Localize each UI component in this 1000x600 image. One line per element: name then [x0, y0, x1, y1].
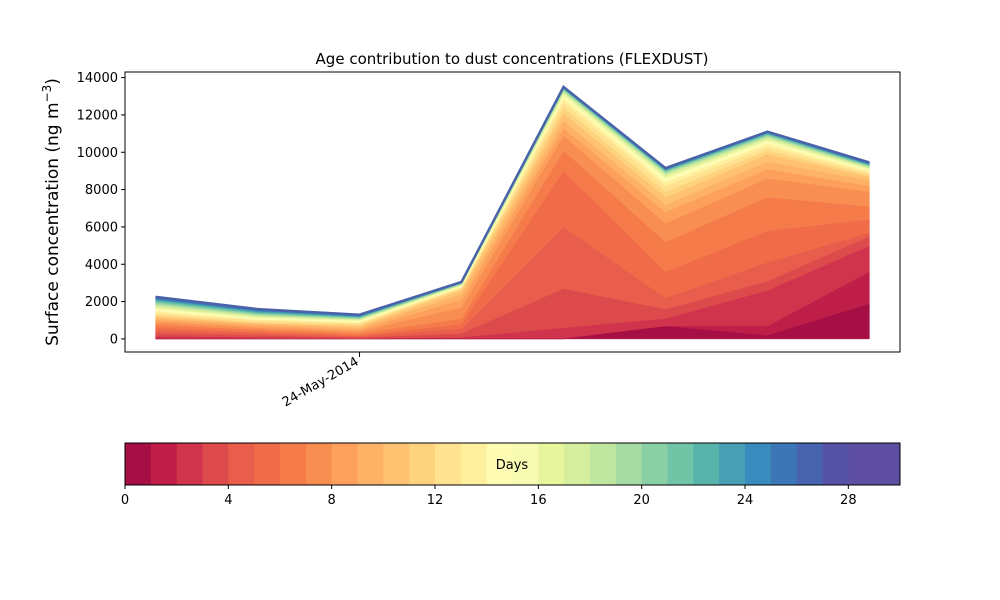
colorbar-cell-1 [150, 443, 178, 485]
colorbar-tick-label: 24 [737, 493, 754, 508]
colorbar-cell-24 [745, 443, 772, 485]
y-tick-label: 4000 [85, 258, 118, 273]
y-tick-label: 6000 [85, 220, 118, 235]
colorbar-cell-8 [331, 443, 358, 485]
colorbar-cell-22 [693, 443, 720, 485]
colorbar-cell-21 [667, 443, 694, 485]
colorbar-cell-13 [460, 443, 488, 485]
colorbar-cell-14 [486, 443, 513, 485]
colorbar-cell-18 [590, 443, 617, 485]
colorbar-cell-19 [615, 443, 643, 485]
y-tick-label: 2000 [85, 295, 118, 310]
colorbar-cell-20 [641, 443, 668, 485]
colorbar-cell-15 [512, 443, 539, 485]
colorbar-tick-label: 4 [224, 493, 232, 508]
colorbar: Days 0 4 8 12 16 20 24 28 [121, 442, 901, 508]
colorbar-cells [125, 443, 901, 485]
colorbar-cell-16 [538, 443, 565, 485]
colorbar-tick-label: 8 [328, 493, 336, 508]
colorbar-cell-3 [202, 443, 229, 485]
colorbar-label: Days [496, 458, 529, 473]
colorbar-cell-2 [176, 443, 203, 485]
colorbar-tick-label: 28 [840, 493, 857, 508]
colorbar-cell-26 [796, 443, 823, 485]
y-axis-label-superscript: −3 [40, 85, 54, 103]
y-tick-label: 14000 [77, 71, 118, 86]
colorbar-cell-28 [848, 443, 875, 485]
y-axis: 0 2000 4000 6000 8000 10000 12000 14000 [77, 71, 125, 347]
colorbar-tick-label: 20 [633, 493, 650, 508]
colorbar-cell-12 [435, 443, 462, 485]
colorbar-cell-27 [822, 443, 849, 485]
area-bands [155, 86, 870, 340]
colorbar-cell-0 [125, 443, 152, 485]
colorbar-frame [124, 442, 901, 486]
y-axis-label-close: ) [43, 78, 63, 85]
colorbar-tick-label: 0 [121, 493, 129, 508]
total-line [155, 84, 870, 316]
y-axis-label-text: Surface concentration (ng m [43, 102, 63, 345]
svg-text:Surface concentration (ng m−3): Surface concentration (ng m−3) [40, 78, 63, 346]
colorbar-cell-23 [719, 443, 746, 485]
plot-frame [124, 71, 901, 353]
colorbar-cell-6 [280, 443, 307, 485]
x-axis: 24-May-2014 [280, 352, 362, 410]
colorbar-tick-label: 12 [427, 493, 444, 508]
colorbar-tick-label: 16 [530, 493, 547, 508]
colorbar-cell-29 [874, 443, 901, 485]
y-tick-label: 10000 [77, 146, 118, 161]
y-tick-label: 12000 [77, 108, 118, 123]
colorbar-axis: 0 4 8 12 16 20 24 28 [121, 485, 857, 508]
colorbar-cell-10 [383, 443, 410, 485]
plot-area [124, 71, 901, 353]
colorbar-cell-11 [409, 443, 436, 485]
y-tick-label: 8000 [85, 183, 118, 198]
chart-title: Age contribution to dust concentrations … [316, 50, 709, 68]
colorbar-cell-25 [770, 443, 798, 485]
y-axis-label: Surface concentration (ng m−3) [40, 78, 63, 346]
colorbar-cell-7 [305, 443, 333, 485]
colorbar-cell-17 [564, 443, 591, 485]
colorbar-cell-4 [228, 443, 255, 485]
colorbar-cell-9 [357, 443, 384, 485]
x-tick-label: 24-May-2014 [280, 354, 362, 410]
colorbar-cell-5 [254, 443, 281, 485]
y-tick-label: 0 [110, 332, 118, 347]
